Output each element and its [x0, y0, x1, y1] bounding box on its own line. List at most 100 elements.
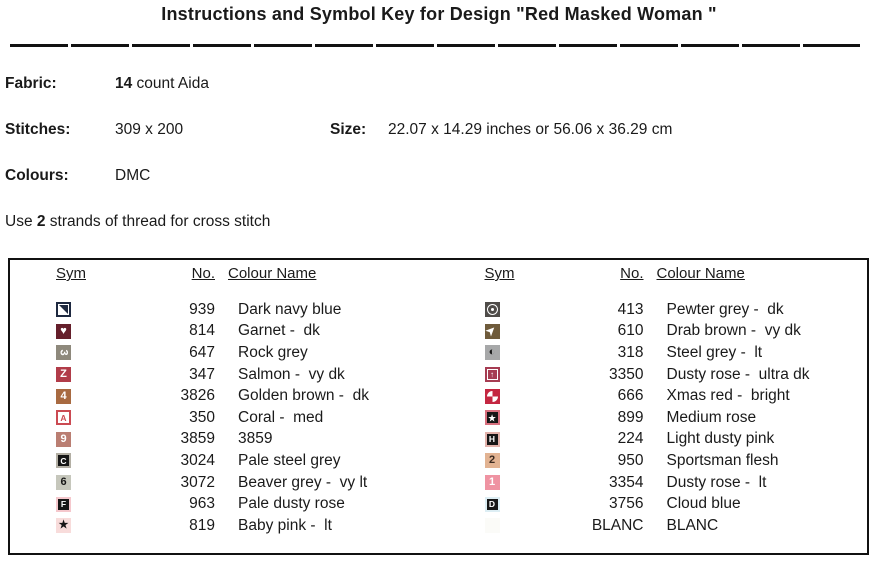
symbol-cell: F [10, 496, 130, 512]
symbol-cell: ♥ [10, 323, 130, 339]
digit-2-icon: 2 [484, 453, 500, 469]
colour-name: BLANC [666, 516, 719, 534]
digit-9-icon: 9 [56, 431, 71, 447]
dmc-number: 3859 [180, 430, 215, 448]
strands-line: Use 2 strands of thread for cross stitch [0, 213, 878, 233]
colour-name: Pale steel grey [238, 451, 341, 469]
symbol-key-table: Sym No. Colour Name 939 Dark navy blue ♥ 81… [8, 258, 869, 555]
key-row: 6 3072 Beaver grey - vy lt [10, 472, 439, 494]
fabric-count: 14 [115, 75, 133, 92]
colour-name: Garnet - dk [238, 322, 320, 340]
key-table-left-half: Sym No. Colour Name 939 Dark navy blue ♥ 81… [10, 260, 439, 553]
dmc-number: 224 [617, 430, 644, 448]
boxed-up-arrow-icon: ↑ [484, 367, 500, 383]
strands-suffix: strands of thread for cross stitch [45, 213, 271, 230]
colour-name: Drab brown - vy dk [666, 322, 801, 340]
dmc-number: 3072 [180, 473, 215, 491]
key-row: A 350 Coral - med [10, 407, 439, 429]
dmc-number: 413 [617, 300, 644, 318]
fabric-value: 14 count Aida [115, 75, 209, 93]
symbol-cell: ★ [10, 518, 130, 534]
symbol-cell: ★ [439, 410, 559, 426]
symbol-cell: ➤ [439, 324, 559, 339]
boxed-letter-a-icon: A [56, 410, 71, 426]
colour-name: Pale dusty rose [238, 495, 345, 513]
symbol-cell [439, 518, 559, 534]
key-row: 939 Dark navy blue [10, 299, 439, 321]
colour-name: Rock grey [238, 343, 308, 361]
dmc-number: 347 [189, 365, 215, 383]
key-row: ♥ 814 Garnet - dk [10, 321, 439, 343]
strands-text: Use 2 strands of thread for cross stitch [5, 213, 270, 231]
dmc-number: 647 [189, 343, 215, 361]
colour-name: Golden brown - dk [238, 387, 369, 405]
colour-name: Light dusty pink [666, 430, 775, 448]
colours-line: Colours: DMC [0, 167, 878, 187]
colour-name: Beaver grey - vy lt [238, 473, 368, 491]
key-row: 666 Xmas red - bright [439, 385, 868, 407]
symbol-cell [439, 388, 559, 404]
key-row: 413 Pewter grey - dk [439, 299, 868, 321]
colour-name: Sportsman flesh [666, 451, 779, 469]
colour-name: Dusty rose - lt [666, 473, 767, 491]
dmc-number: 963 [189, 495, 215, 513]
key-row: ★ 819 Baby pink - lt [10, 515, 439, 537]
dmc-number: 318 [617, 343, 644, 361]
column-header-no: No. [620, 265, 644, 282]
dmc-number: 3354 [609, 473, 644, 491]
dmc-number: BLANC [591, 516, 644, 534]
column-header-name: Colour Name [228, 265, 317, 282]
boxed-star-icon: ★ [484, 410, 500, 426]
fabric-rest: count Aida [132, 75, 209, 92]
digit-6-icon: 6 [56, 475, 71, 491]
symbol-cell: 2 [439, 453, 559, 469]
key-row: 4 3826 Golden brown - dk [10, 385, 439, 407]
symbol-cell: 1 [439, 475, 559, 491]
page-title: Instructions and Symbol Key for Design "… [161, 4, 717, 24]
symbol-cell: 6 [10, 475, 130, 491]
quartered-circle-icon [484, 388, 500, 404]
symbol-cell: 3 [10, 345, 130, 361]
boxed-letter-f-icon: F [56, 496, 71, 512]
colours-value: DMC [115, 167, 151, 184]
boxed-letter-h-icon: H [484, 431, 500, 447]
letter-z-icon: Z [56, 367, 71, 383]
colour-name: Baby pink - lt [238, 516, 332, 534]
key-row: F 963 Pale dusty rose [10, 493, 439, 515]
colours-label: Colours: [5, 167, 69, 184]
strands-count: 2 [36, 213, 46, 230]
boxed-letter-c-icon: C [56, 453, 71, 469]
colour-name: Pewter grey - dk [666, 300, 784, 318]
size-value: 22.07 x 14.29 inches or 56.06 x 36.29 cm [388, 121, 673, 138]
colour-name: Steel grey - lt [666, 343, 763, 361]
key-row: Z 347 Salmon - vy dk [10, 364, 439, 386]
fabric-label: Fabric: [5, 75, 57, 92]
symbol-cell: D [439, 496, 559, 512]
digit-4-icon: 4 [56, 388, 71, 404]
key-rows-right: 413 Pewter grey - dk ➤ 610 Drab brown - vy d… [439, 299, 868, 537]
stitches-label: Stitches: [5, 121, 71, 138]
key-row: ★ 899 Medium rose [439, 407, 868, 429]
colour-name: Salmon - vy dk [238, 365, 345, 383]
colour-name: Medium rose [666, 408, 757, 426]
key-row: ↑ 3350 Dusty rose - ultra dk [439, 364, 868, 386]
key-row: 1 3354 Dusty rose - lt [439, 472, 868, 494]
key-row: 9 3859 3859 [10, 429, 439, 451]
dmc-number: 3350 [609, 365, 644, 383]
heart-icon: ♥ [56, 323, 71, 339]
key-row: ◐ 318 Steel grey - lt [439, 342, 868, 364]
symbol-cell [10, 302, 130, 318]
strands-prefix: Use [5, 213, 37, 230]
dmc-number: 814 [189, 322, 215, 340]
column-header-no: No. [191, 265, 215, 282]
dmc-number: 3024 [180, 451, 215, 469]
symbol-cell: 4 [10, 388, 130, 404]
key-row: BLANC BLANC [439, 515, 868, 537]
key-row: H 224 Light dusty pink [439, 429, 868, 451]
colour-name: Coral - med [238, 408, 324, 426]
colour-name: 3859 [238, 430, 273, 448]
dmc-number: 666 [617, 387, 644, 405]
dmc-number: 610 [617, 322, 644, 340]
stitches-value: 309 x 200 [115, 121, 184, 138]
half-circle-icon: ◐ [484, 345, 500, 361]
